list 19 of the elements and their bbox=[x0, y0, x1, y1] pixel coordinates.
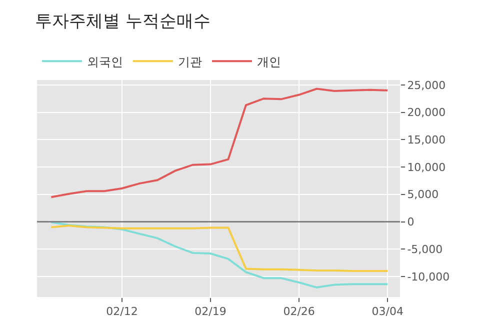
legend-label: 외국인 bbox=[87, 54, 123, 69]
chart-title: 투자주체별 누적순매수 bbox=[35, 11, 210, 32]
legend-label: 기관 bbox=[178, 54, 202, 69]
line-series bbox=[50, 221, 389, 288]
x-tick-label: 02/19 bbox=[194, 305, 226, 318]
y-tick-label: -5,000 bbox=[407, 242, 443, 256]
line-series bbox=[50, 88, 389, 198]
x-tick-label: 02/12 bbox=[106, 305, 138, 318]
y-tick-label: -10,000 bbox=[407, 270, 450, 284]
y-tick-label: 5,000 bbox=[407, 188, 439, 202]
x-tick-label: 03/04 bbox=[372, 305, 404, 318]
line-series bbox=[50, 224, 389, 272]
y-tick-label: 0 bbox=[407, 216, 414, 229]
x-tick-label: 02/26 bbox=[283, 305, 315, 318]
y-tick-label: 10,000 bbox=[407, 160, 446, 174]
y-tick-label: 20,000 bbox=[407, 106, 446, 120]
y-tick-label: 15,000 bbox=[407, 134, 446, 146]
y-tick-label: 25,000 bbox=[407, 78, 446, 92]
legend-label: 개인 bbox=[257, 54, 281, 69]
